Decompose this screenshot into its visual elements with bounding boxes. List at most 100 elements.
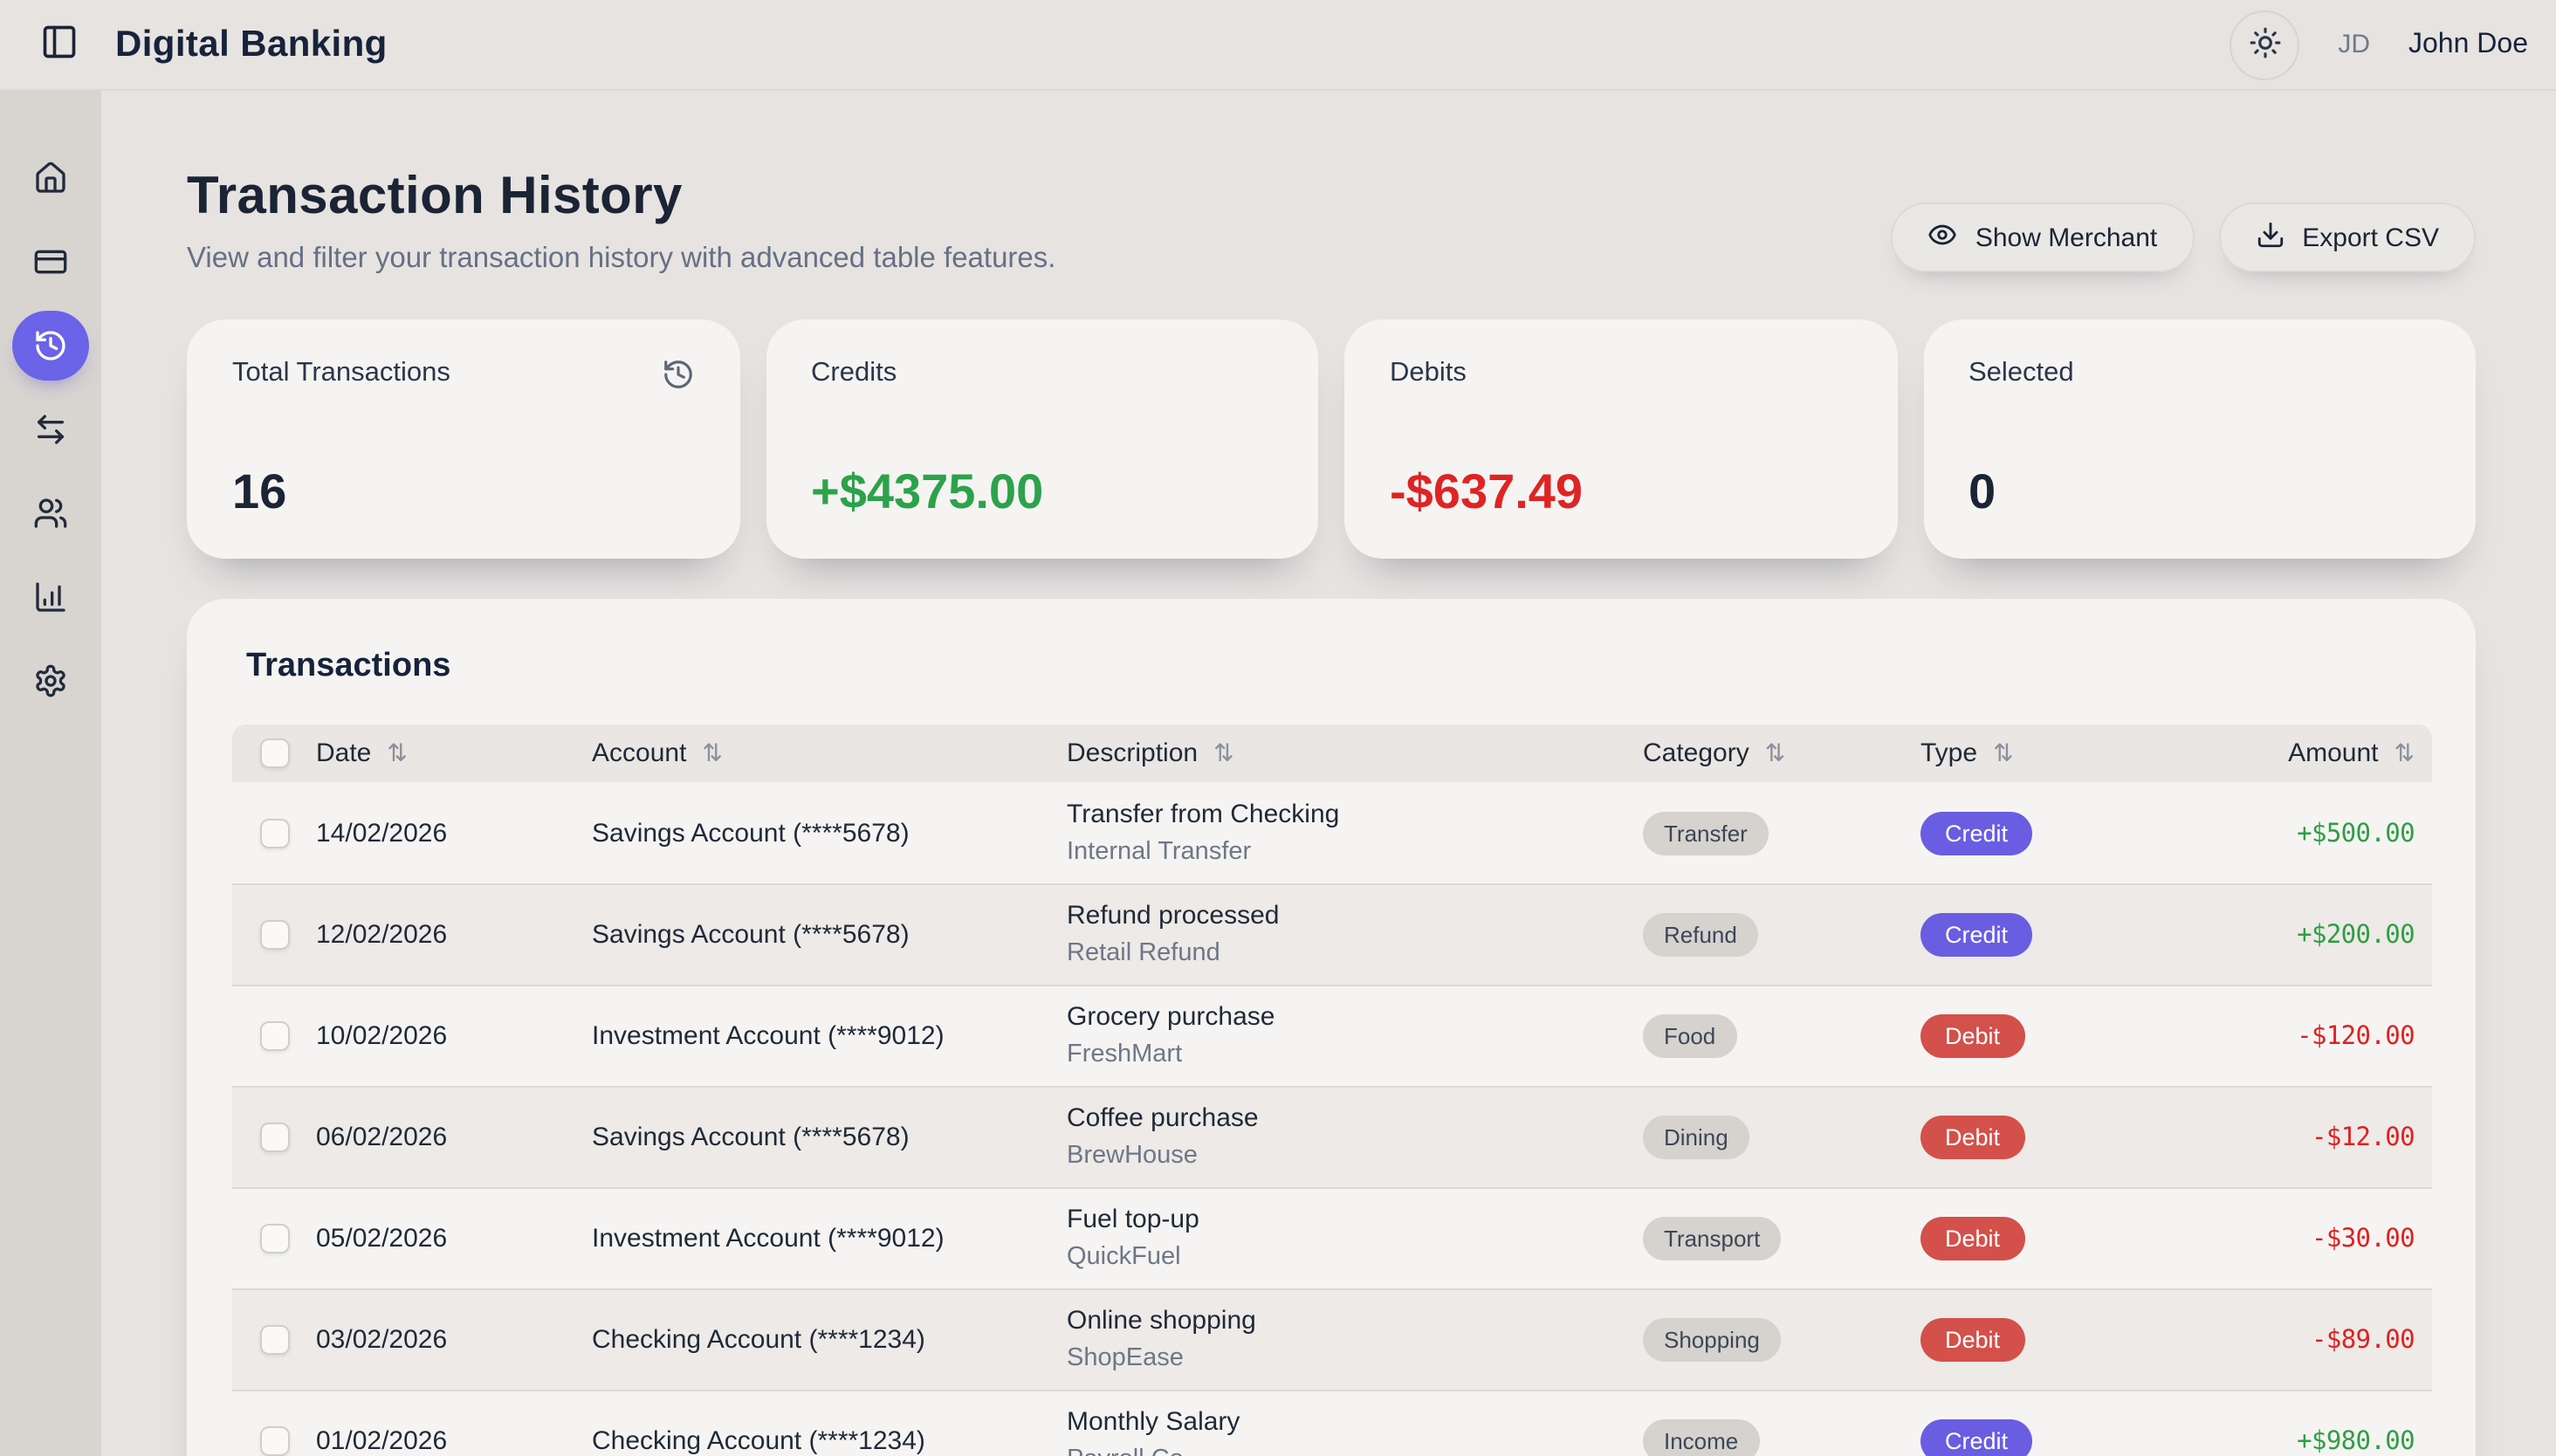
transaction-date: 06/02/2026: [316, 1123, 448, 1152]
sidebar-toggle-button[interactable]: [35, 20, 84, 69]
export-csv-label: Export CSV: [2302, 223, 2439, 252]
transactions-title: Transactions: [246, 648, 451, 684]
row-checkbox[interactable]: [259, 1224, 289, 1253]
settings-icon: [33, 663, 68, 698]
type-badge: Credit: [1920, 811, 2033, 855]
top-bar: Digital Banking JD John Doe: [0, 0, 2556, 91]
transaction-merchant: ShopEase: [1067, 1344, 1184, 1373]
sort-icon: ⇅: [1993, 738, 2014, 766]
category-badge: Income: [1643, 1419, 1760, 1456]
stat-label: Selected: [1969, 358, 2074, 388]
sun-icon: [2248, 25, 2281, 64]
sort-icon: ⇅: [1213, 738, 1234, 766]
download-icon: [2255, 219, 2285, 256]
transaction-amount: -$30.00: [2311, 1226, 2415, 1253]
theme-toggle-button[interactable]: [2230, 10, 2300, 79]
transaction-account: Checking Account (****1234): [592, 1426, 925, 1456]
category-badge: Food: [1643, 1014, 1737, 1058]
column-header-type[interactable]: Type ⇅: [1920, 738, 2014, 768]
sidebar-item-analytics[interactable]: [16, 562, 86, 632]
stat-cards: Total Transactions 16 Credits +$4375.00 …: [187, 319, 2476, 559]
transaction-description: Fuel top-up: [1067, 1205, 1199, 1235]
sidebar: [0, 91, 101, 1456]
table-row: 12/02/2026 Savings Account (****5678) Re…: [232, 883, 2432, 985]
table-body: 14/02/2026 Savings Account (****5678) Tr…: [232, 782, 2432, 1456]
row-checkbox[interactable]: [259, 818, 289, 848]
row-checkbox[interactable]: [259, 1325, 289, 1355]
page-title: Transaction History: [187, 168, 683, 225]
category-badge: Transfer: [1643, 811, 1769, 855]
type-badge: Debit: [1920, 1217, 2025, 1260]
column-header-account[interactable]: Account ⇅: [592, 738, 723, 768]
stat-card-credits: Credits +$4375.00: [766, 319, 1318, 559]
transaction-description: Grocery purchase: [1067, 1002, 1275, 1033]
transaction-account: Savings Account (****5678): [592, 818, 910, 848]
type-badge: Debit: [1920, 1116, 2025, 1159]
type-badge: Debit: [1920, 1318, 2025, 1362]
select-all-checkbox[interactable]: [259, 738, 289, 768]
column-header-category[interactable]: Category ⇅: [1643, 738, 1786, 768]
sort-icon: ⇅: [2394, 738, 2415, 766]
stat-value: 16: [232, 464, 287, 519]
category-badge: Transport: [1643, 1217, 1782, 1260]
table-header-row: Date ⇅ Account ⇅ Description ⇅ Category ⇅ Ty…: [232, 725, 2432, 782]
credit-card-icon: [33, 244, 68, 279]
sidebar-item-settings[interactable]: [16, 646, 86, 716]
transaction-account: Savings Account (****5678): [592, 920, 910, 950]
app-title: Digital Banking: [115, 24, 388, 64]
transaction-amount: +$980.00: [2297, 1428, 2415, 1456]
show-merchant-label: Show Merchant: [1975, 223, 2158, 252]
transaction-amount: +$200.00: [2297, 922, 2415, 950]
transaction-account: Investment Account (****9012): [592, 1224, 945, 1253]
transaction-date: 05/02/2026: [316, 1224, 448, 1253]
transaction-date: 01/02/2026: [316, 1426, 448, 1456]
stat-value: +$4375.00: [811, 464, 1044, 519]
stat-card-debits: Debits -$637.49: [1344, 319, 1897, 559]
stat-card-selected: Selected 0: [1923, 319, 2476, 559]
sidebar-item-payees[interactable]: [16, 478, 86, 548]
transaction-description: Monthly Salary: [1067, 1407, 1240, 1438]
eye-icon: [1928, 219, 1958, 256]
transaction-date: 14/02/2026: [316, 818, 448, 848]
stat-card-total-transactions: Total Transactions 16: [187, 319, 739, 559]
sort-icon: ⇅: [387, 738, 408, 766]
type-badge: Credit: [1920, 913, 2033, 957]
column-header-date[interactable]: Date ⇅: [316, 738, 408, 768]
transaction-merchant: Internal Transfer: [1067, 837, 1252, 866]
show-merchant-button[interactable]: Show Merchant: [1891, 203, 2195, 272]
sort-icon: ⇅: [702, 738, 723, 766]
column-header-amount[interactable]: Amount ⇅: [2288, 738, 2415, 768]
table-row: 01/02/2026 Checking Account (****1234) M…: [232, 1390, 2432, 1456]
row-checkbox[interactable]: [259, 1426, 289, 1456]
users-icon: [33, 496, 68, 531]
export-csv-button[interactable]: Export CSV: [2218, 203, 2476, 272]
stat-value: -$637.49: [1390, 464, 1584, 519]
column-header-description[interactable]: Description ⇅: [1067, 738, 1234, 768]
panel-left-icon: [40, 23, 79, 66]
history-icon: [33, 328, 68, 363]
sidebar-item-transfers[interactable]: [16, 395, 86, 464]
type-badge: Credit: [1920, 1419, 2033, 1456]
bar-chart-icon: [33, 580, 68, 615]
sidebar-item-history[interactable]: [12, 311, 89, 381]
row-checkbox[interactable]: [259, 920, 289, 950]
transaction-merchant: Retail Refund: [1067, 939, 1220, 968]
transaction-date: 03/02/2026: [316, 1325, 448, 1355]
transaction-merchant: FreshMart: [1067, 1040, 1183, 1069]
category-badge: Refund: [1643, 913, 1758, 957]
transaction-amount: -$120.00: [2297, 1023, 2415, 1051]
transaction-merchant: Payroll Co: [1067, 1442, 1643, 1456]
transaction-description: Coffee purchase: [1067, 1103, 1259, 1134]
sidebar-item-cards[interactable]: [16, 227, 86, 297]
history-icon: [661, 358, 694, 400]
row-checkbox[interactable]: [259, 1021, 289, 1051]
transaction-account: Savings Account (****5678): [592, 1123, 910, 1152]
row-checkbox[interactable]: [259, 1123, 289, 1152]
type-badge: Debit: [1920, 1014, 2025, 1058]
stat-label: Total Transactions: [232, 358, 450, 388]
transaction-amount: +$500.00: [2297, 820, 2415, 848]
sidebar-item-home[interactable]: [16, 143, 86, 213]
arrow-left-right-icon: [33, 412, 68, 447]
sort-icon: ⇅: [1764, 738, 1786, 766]
